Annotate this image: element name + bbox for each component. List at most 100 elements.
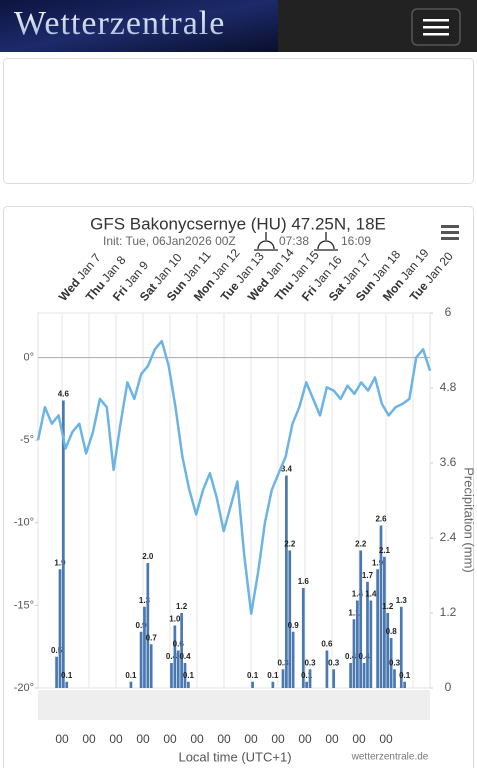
precip-label: 1.1 [348, 608, 360, 617]
precip-bar [281, 669, 285, 688]
precip-label: 0.9 [136, 621, 148, 630]
time-label: 00 [325, 732, 339, 746]
time-label: 00 [217, 732, 231, 746]
chart-menu-bar[interactable] [441, 225, 459, 228]
chart-title: GFS Bakonycsernye (HU) 47.25N, 18E [90, 214, 386, 233]
sunrise-time: 07:38 [279, 234, 309, 248]
time-label: 00 [109, 732, 123, 746]
precip-label: 0.1 [267, 671, 279, 680]
precip-label: 0.3 [389, 658, 401, 667]
precip-label: 3.4 [281, 465, 293, 474]
precip-bar [139, 631, 143, 688]
precip-label: 0.4 [179, 652, 191, 661]
precip-bar [183, 663, 187, 688]
precip-label: 1.0 [169, 615, 181, 624]
menu-button-border[interactable] [411, 8, 461, 46]
y-tick-label: -10° [14, 517, 34, 529]
chart-menu-bar[interactable] [441, 237, 459, 240]
time-label: 00 [163, 732, 177, 746]
precip-bar [291, 631, 295, 688]
precip-bar [379, 525, 383, 688]
precip-label: 2.6 [375, 515, 387, 524]
precip-label: 0.4 [166, 652, 178, 661]
y-tick-label: -5° [20, 434, 34, 446]
time-label: 00 [244, 732, 258, 746]
precip-bar [355, 600, 359, 688]
precip-label: 0.1 [301, 671, 313, 680]
precip-label: 0.3 [277, 658, 289, 667]
precip-label: 1.4 [352, 590, 364, 599]
precip-bar [349, 663, 352, 688]
precip-bar [305, 681, 309, 688]
precip-label: 1.7 [362, 571, 374, 580]
logo-banner [0, 0, 278, 52]
precip-label: 0.1 [183, 671, 195, 680]
precip-bar [301, 588, 305, 688]
precip-label: 0.3 [328, 658, 340, 667]
precip-bar [143, 606, 146, 688]
precip-label: 2.2 [355, 540, 367, 549]
precip-bar [180, 613, 183, 688]
time-label: 00 [271, 732, 285, 746]
precip-label: 1.4 [365, 590, 377, 599]
precip-bar [129, 681, 133, 688]
precip-label: 0.7 [146, 633, 158, 642]
precip-label: 0.1 [399, 671, 411, 680]
precip-label: 0.9 [288, 621, 300, 630]
precip-label: 1.6 [298, 577, 310, 586]
precip-label: 1.9 [54, 558, 66, 567]
precip-label: 2.1 [379, 546, 391, 555]
precip-label: 0.6 [321, 640, 333, 649]
precip-bar [308, 669, 312, 688]
precip-label: 0.4 [345, 652, 357, 661]
precip-label: 0.4 [359, 652, 371, 661]
time-label: 00 [379, 732, 393, 746]
precip-bar [369, 600, 373, 688]
precip-bar [389, 638, 393, 688]
precip-bar [251, 681, 254, 688]
menu-bar [423, 26, 449, 29]
sun-arc [317, 240, 335, 250]
precip-bar [173, 625, 177, 688]
y-tick-label: 0° [23, 352, 34, 364]
precip-label: 4.6 [58, 390, 70, 399]
menu-button[interactable] [411, 8, 461, 46]
precip-label: 0.5 [51, 646, 63, 655]
precip-label: 1.3 [396, 596, 408, 605]
precip-bar [399, 606, 403, 688]
time-label: 00 [55, 732, 69, 746]
precip-bar [176, 650, 180, 688]
precip-bar [61, 400, 65, 688]
precip-bar [359, 550, 363, 688]
precip-label: 0.6 [173, 640, 185, 649]
precip-bar [58, 569, 62, 688]
temperature-line [36, 339, 432, 615]
y2-tick-label: 2.4 [440, 530, 457, 544]
time-label: 00 [136, 732, 150, 746]
precip-bar [146, 563, 150, 688]
y-tick-label: -15° [14, 599, 34, 611]
y2-axis-title: Precipitation (mm) [462, 467, 477, 572]
precip-label: 1.2 [176, 602, 188, 611]
credit: wetterzentrale.de [351, 752, 429, 763]
precip-bar [376, 569, 379, 688]
precip-label: 2.0 [142, 552, 154, 561]
time-label: 00 [352, 732, 366, 746]
precip-bar [366, 581, 369, 688]
precip-label: 0.1 [125, 671, 137, 680]
sun-arc [257, 240, 275, 250]
plot-area [37, 312, 431, 689]
chart-menu[interactable] [441, 225, 459, 240]
precip-label: 0.1 [247, 671, 259, 680]
chart-subtitle: Init: Tue, 06Jan2026 00Z [103, 234, 236, 248]
precip-label: 0.3 [304, 658, 316, 667]
precip-bar [187, 681, 190, 688]
chart-menu-bar[interactable] [441, 231, 459, 234]
precip-bar [149, 644, 153, 688]
time-label: 00 [190, 732, 204, 746]
precip-label: 0.1 [61, 671, 73, 680]
wind-band [38, 690, 430, 720]
time-label: 00 [82, 732, 96, 746]
menu-bar [423, 33, 449, 36]
